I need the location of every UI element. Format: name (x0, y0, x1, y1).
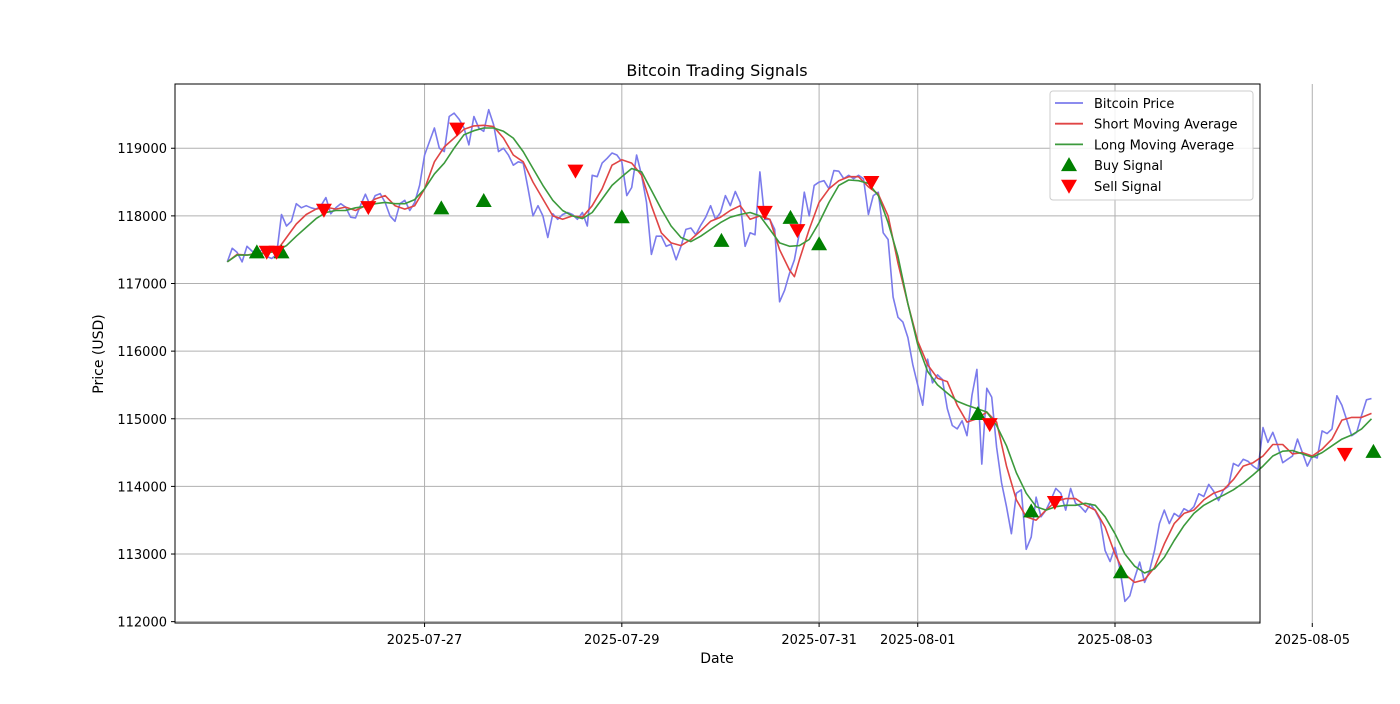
y-axis-label: Price (USD) (91, 314, 107, 393)
buy-signal-marker (1112, 564, 1129, 579)
y-tick-label: 114000 (117, 480, 167, 495)
sell-signal-marker (1046, 495, 1063, 510)
x-tick-label: 2025-07-31 (781, 633, 857, 648)
sell-signal-marker (756, 205, 773, 220)
buy-signal-marker (713, 232, 730, 247)
legend: Bitcoin Price Short Moving Average Long Mo… (1049, 90, 1254, 201)
legend-buy-swatch (1061, 157, 1077, 172)
legend-label: Buy Signal (1094, 159, 1163, 174)
legend-label: Sell Signal (1094, 180, 1162, 195)
buy-signal-marker (811, 236, 828, 251)
buy-signal-marker (248, 244, 265, 259)
y-tick-label: 118000 (117, 210, 167, 225)
sell-signal-marker (863, 176, 880, 191)
sell-signal-marker (315, 203, 332, 218)
buy-signal-marker (1365, 443, 1382, 458)
sell-signal-marker (789, 224, 806, 239)
buy-signal-marker (475, 192, 492, 207)
tick-layer: 2025-07-27 2025-07-29 2025-07-31 2025-08-01… (117, 142, 1350, 648)
short-moving-average-line (226, 124, 1372, 584)
chart-title: Bitcoin Trading Signals (626, 61, 807, 80)
y-tick-label: 117000 (117, 278, 167, 293)
buy-signal-marker (613, 209, 630, 224)
sell-signal-marker (981, 418, 998, 433)
x-tick-label: 2025-08-03 (1077, 633, 1153, 648)
y-tick-label: 119000 (117, 142, 167, 157)
buy-signal-marker (1023, 503, 1040, 518)
x-axis-label: Date (700, 651, 733, 667)
legend-box (1049, 90, 1254, 201)
x-tick-label: 2025-07-27 (387, 633, 463, 648)
legend-sell-swatch (1061, 179, 1077, 194)
sell-signal-marker (1336, 447, 1353, 462)
buy-signal-marker (782, 209, 799, 224)
x-tick-label: 2025-08-05 (1274, 633, 1350, 648)
marker-layer (248, 122, 1382, 579)
long-moving-average-line (226, 127, 1373, 574)
legend-label: Long Moving Average (1094, 138, 1234, 153)
y-tick-label: 116000 (117, 345, 167, 360)
plot-frame (174, 83, 1261, 624)
x-tick-label: 2025-08-01 (880, 633, 956, 648)
sell-signal-marker (360, 201, 377, 216)
legend-label: Bitcoin Price (1094, 97, 1174, 112)
buy-signal-marker (433, 200, 450, 215)
x-tick-label: 2025-07-29 (584, 633, 660, 648)
legend-label: Short Moving Average (1094, 118, 1238, 133)
sell-signal-marker (268, 245, 285, 260)
y-tick-label: 113000 (117, 548, 167, 563)
y-tick-label: 115000 (117, 413, 167, 428)
buy-signal-marker (969, 406, 986, 421)
sell-signal-marker (449, 122, 466, 137)
y-tick-label: 112000 (117, 616, 167, 631)
sell-signal-marker (567, 164, 584, 179)
